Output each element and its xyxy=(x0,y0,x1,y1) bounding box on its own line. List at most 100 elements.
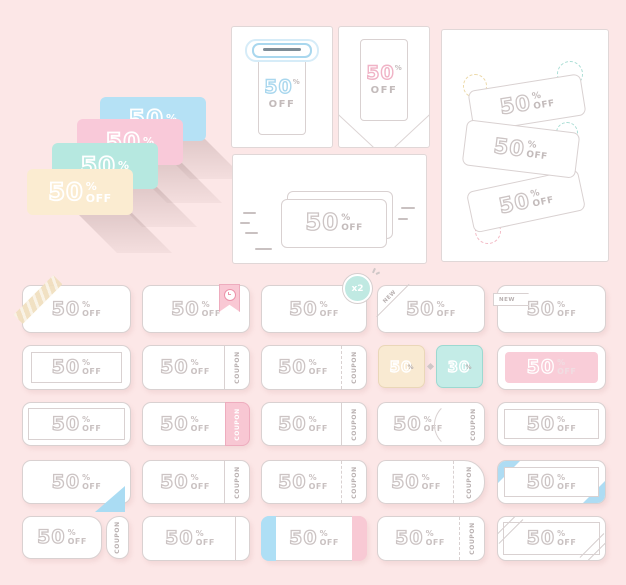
discount-text: 50 % OFF xyxy=(277,471,328,491)
off-label: OFF xyxy=(190,481,210,491)
panel-scattered: 50 % OFF 50 % OFF 50 % OFF xyxy=(441,29,609,262)
coupon-pill-end: 50 % OFF COUPON xyxy=(377,460,485,504)
percent-off: % OFF xyxy=(319,300,339,318)
stub-label: COUPON xyxy=(465,465,473,499)
off-label: OFF xyxy=(82,423,102,433)
percent-off: % OFF xyxy=(201,299,221,318)
percent-off: % xyxy=(118,160,130,172)
percent-sign: % xyxy=(308,414,318,424)
discount-value: 50 xyxy=(526,412,556,435)
new-label: NEW xyxy=(499,296,515,303)
percent-sign: % xyxy=(436,299,446,309)
percent-off: % OFF xyxy=(308,473,328,491)
discount-value: 50 xyxy=(392,412,422,435)
coupon-double-square: 50 % 30 % xyxy=(377,345,483,388)
discount-text: 50 % OFF xyxy=(51,297,102,320)
discount-value: 50 xyxy=(47,178,84,206)
percent-sign: % xyxy=(407,363,414,371)
blue-edge-bar xyxy=(261,516,276,561)
stub-label: COUPON xyxy=(468,522,476,555)
discount-value: 50 xyxy=(164,527,194,549)
discount-value: 50 xyxy=(305,210,340,236)
discount-value: 50 xyxy=(36,526,66,548)
off-label: OFF xyxy=(319,308,339,318)
percent-sign: % xyxy=(465,363,472,371)
coupon-inner-border-tight: 50 % OFF xyxy=(22,402,131,446)
discount-value: 50 xyxy=(51,356,81,378)
discount-text: 50 % OFF xyxy=(526,470,577,493)
discount-text: 50 % OFF xyxy=(405,298,456,318)
off-label: OFF xyxy=(421,481,441,491)
percent-sign: % xyxy=(425,529,435,538)
discount-text: 50 % OFF xyxy=(526,298,577,318)
discount-text: 50 % OFF xyxy=(164,527,215,549)
percent-off: % OFF xyxy=(436,299,456,318)
off-label: OFF xyxy=(532,98,556,112)
discount-value: 50 xyxy=(264,76,293,98)
square-coupon-cream: 50 % xyxy=(377,345,425,388)
square-coupon-teal: 30 % xyxy=(435,345,483,388)
percent-sign: % xyxy=(557,358,566,367)
discount-value: 50 xyxy=(526,470,556,493)
percent-sign: % xyxy=(142,135,155,148)
slot-opening xyxy=(263,47,301,51)
percent-off: % OFF xyxy=(557,359,576,376)
discount-text: 50 % OFF xyxy=(492,133,550,163)
percent-sign: % xyxy=(190,472,200,482)
discount-value: 50 xyxy=(170,297,200,320)
discount-value: 50 xyxy=(51,297,81,320)
off-label: OFF xyxy=(190,367,210,376)
inner-frame xyxy=(28,408,125,440)
percent-sign: % xyxy=(394,64,402,72)
off-label: OFF xyxy=(557,367,577,376)
percent-off: % OFF xyxy=(531,89,555,111)
off-label: OFF xyxy=(308,481,328,491)
discount-value: 50 xyxy=(277,412,307,435)
off-label: OFF xyxy=(557,308,577,318)
pink-edge-bar xyxy=(352,516,367,561)
coupon-stub-solid: 50 % OFF COUPON xyxy=(142,345,250,390)
percent-off: % OFF xyxy=(320,530,339,547)
coupon-inner-border: 50 % OFF xyxy=(22,345,131,390)
discount-text: 50 % OFF xyxy=(51,356,102,378)
stub-label: COUPON xyxy=(350,407,358,441)
coupon-corner-stripes: 50 % OFF xyxy=(497,516,606,561)
percent-sign: % xyxy=(195,529,205,538)
discount-text: 50 % OFF xyxy=(159,356,210,378)
percent-sign: % xyxy=(557,414,566,424)
slot-icon xyxy=(252,43,312,58)
stub-label: COUPON xyxy=(350,465,358,499)
percent-sign: % xyxy=(201,299,211,309)
percent-off: % OFF xyxy=(82,473,101,491)
scattered-coupon-teal: 50 % OFF xyxy=(465,168,587,234)
motion-dash xyxy=(243,212,256,214)
percent-off: % OFF xyxy=(421,473,441,491)
motion-dash xyxy=(245,232,258,234)
stub-label: COUPON xyxy=(114,521,121,554)
tear-stub: COUPON xyxy=(106,516,129,559)
off-label: OFF xyxy=(268,99,296,110)
off-label: OFF xyxy=(319,538,339,547)
percent-sign: % xyxy=(85,179,98,193)
discount-value: 50 xyxy=(159,356,189,378)
percent-off: % OFF xyxy=(308,414,328,433)
percent-off: % OFF xyxy=(82,300,101,318)
envelope-coupon: 50 % OFF xyxy=(360,39,408,121)
off-label: OFF xyxy=(370,85,398,96)
discount-value: 50 xyxy=(288,527,318,549)
discount-text: 50 % OFF xyxy=(47,178,112,206)
coupon-stub-pink: 50 % OFF COUPON xyxy=(142,402,250,446)
coupon-inner-border: 50 % OFF xyxy=(497,402,606,446)
percent-sign: % xyxy=(292,78,300,86)
percent-off: % OFF xyxy=(68,529,87,546)
discount-text: 50 % OFF xyxy=(497,88,555,119)
percent-off: % OFF xyxy=(557,530,576,547)
tear-stub: COUPON xyxy=(225,346,249,389)
percent-off: % OFF xyxy=(86,181,112,204)
percent-off: % xyxy=(143,136,155,148)
percent-sign: % xyxy=(557,299,566,309)
percent-off: % OFF xyxy=(426,530,445,547)
clock-icon xyxy=(223,289,236,301)
discount-value: 50 xyxy=(366,62,395,84)
diamond-icon xyxy=(426,362,434,371)
